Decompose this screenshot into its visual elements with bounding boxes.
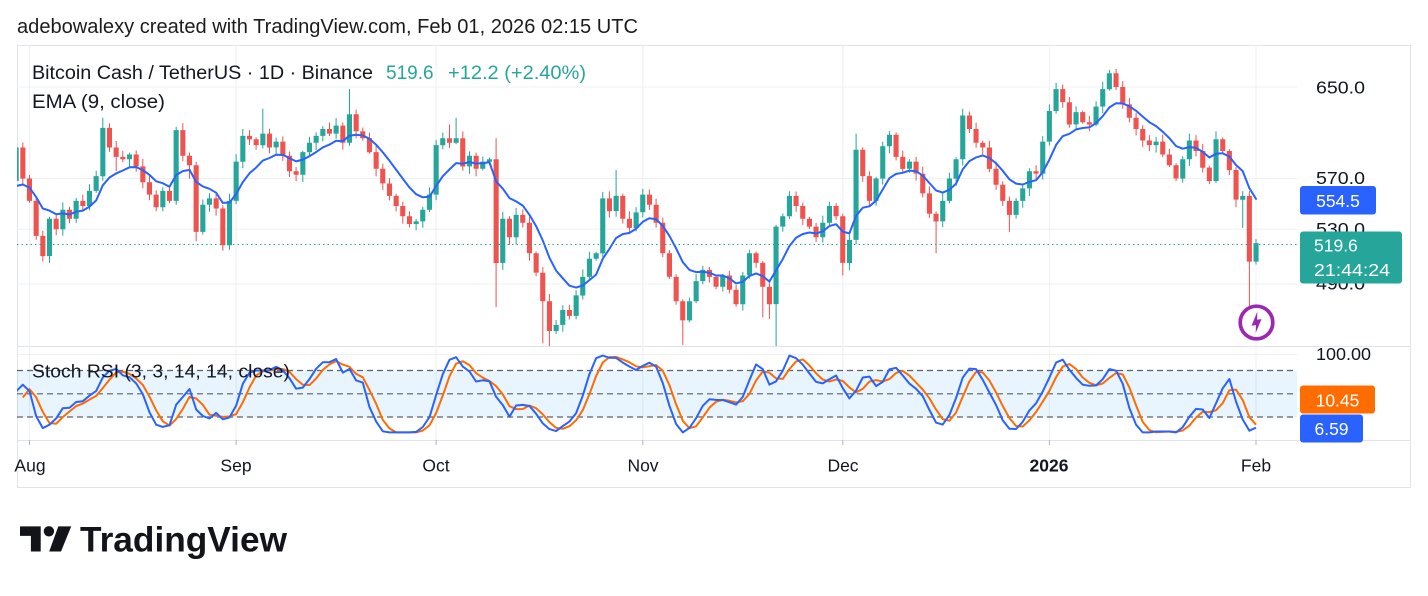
svg-text:Aug: Aug: [14, 456, 45, 476]
svg-text:570.0: 570.0: [1316, 168, 1365, 188]
svg-text:100.00: 100.00: [1316, 344, 1371, 364]
svg-text:Oct: Oct: [422, 456, 449, 476]
svg-text:10.45: 10.45: [1316, 391, 1360, 411]
svg-text:650.0: 650.0: [1316, 78, 1365, 98]
svg-text:519.6: 519.6: [1314, 236, 1358, 256]
svg-text:Sep: Sep: [220, 456, 251, 476]
svg-text:2026: 2026: [1030, 456, 1069, 476]
svg-text:adebowalexy created with Tradi: adebowalexy created with TradingView.com…: [17, 16, 638, 38]
svg-text:6.59: 6.59: [1314, 419, 1348, 439]
svg-text:554.5: 554.5: [1316, 191, 1360, 211]
svg-text:Nov: Nov: [627, 456, 658, 476]
svg-text:Feb: Feb: [1241, 456, 1271, 476]
svg-text:519.6: 519.6: [386, 63, 434, 84]
svg-text:Bitcoin Cash / TetherUS · 1D ·: Bitcoin Cash / TetherUS · 1D · Binance: [32, 63, 373, 84]
svg-text:TradingView: TradingView: [80, 521, 288, 560]
svg-text:Stoch RSI (3, 3, 14, 14, close: Stoch RSI (3, 3, 14, 14, close): [32, 362, 290, 382]
svg-text:+12.2 (+2.40%): +12.2 (+2.40%): [448, 63, 586, 84]
svg-text:EMA (9, close): EMA (9, close): [32, 92, 165, 113]
svg-text:21:44:24: 21:44:24: [1314, 260, 1390, 280]
svg-text:Dec: Dec: [827, 456, 858, 476]
